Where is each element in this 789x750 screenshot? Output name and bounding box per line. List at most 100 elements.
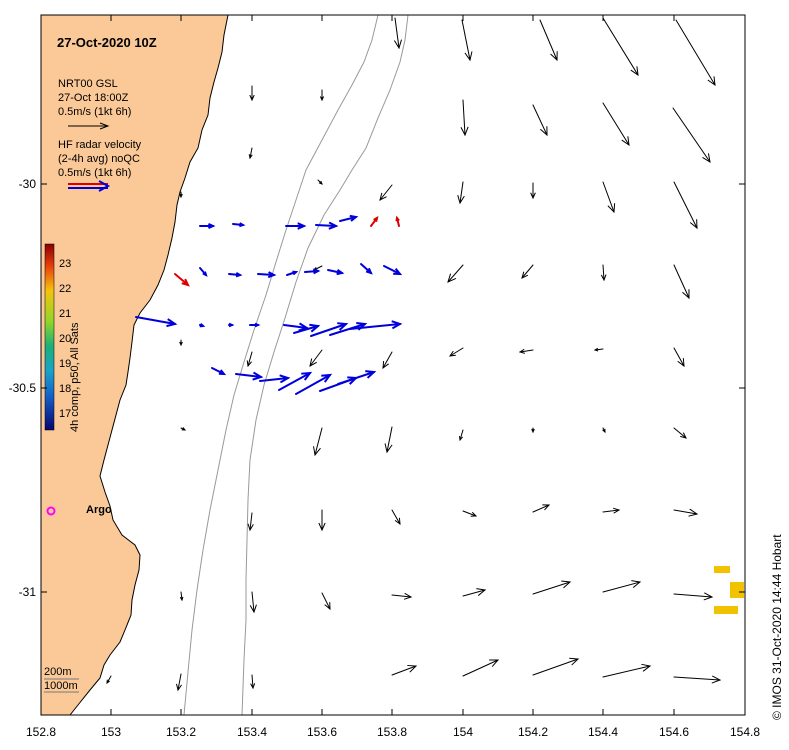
model-current-vector [539, 19, 558, 62]
model-current-vector [249, 591, 257, 614]
legend-model-line-1: NRT00 GSL [58, 78, 118, 90]
x-tick-label: 153.6 [307, 725, 337, 739]
model-current-vector [673, 675, 722, 684]
depth-legend-200m: 200m [44, 666, 72, 678]
x-tick-label: 152.8 [26, 725, 56, 739]
map-title: 27-Oct-2020 10Z [57, 35, 157, 50]
x-tick-label: 154 [453, 725, 473, 739]
radar-current-vector [249, 322, 261, 328]
model-current-vector [179, 191, 183, 199]
model-current-vector [532, 504, 551, 513]
radar-current-vector [304, 268, 321, 275]
sst-patch [714, 606, 738, 614]
radar-current-vector [295, 373, 333, 395]
legend-radar-line-3: 0.5m/s (1kt 6h) [58, 167, 132, 179]
radar-current-vector [135, 316, 178, 328]
model-current-vector [382, 351, 393, 370]
model-current-vector [602, 427, 606, 434]
depth-legend-1000m: 1000m [44, 680, 78, 692]
radar-current-vector [339, 214, 359, 222]
x-tick-label: 153 [101, 725, 121, 739]
x-tick-label: 153.2 [166, 725, 196, 739]
radar-current-vector [315, 221, 339, 230]
colorbar-tick: 17 [59, 408, 72, 420]
radar-current-vector [285, 222, 307, 230]
model-current-vector [180, 427, 187, 431]
legend-model-arrow [68, 122, 110, 130]
model-current-vector [309, 349, 323, 367]
y-tick-label: -30 [19, 177, 37, 191]
colorbar-tick: 23 [59, 258, 72, 270]
colorbar-tick: 22 [59, 283, 72, 295]
model-current-vector [531, 427, 535, 434]
radar-current-vector [337, 370, 377, 385]
model-current-vector [391, 509, 401, 526]
y-tick-label: -31 [19, 585, 37, 599]
model-current-vector [248, 147, 253, 160]
model-current-vector [462, 659, 500, 677]
radar-current-vector [199, 267, 208, 277]
argo-float-marker [46, 506, 56, 516]
x-tick-label: 154.4 [588, 725, 618, 739]
sst-patch [714, 566, 730, 573]
x-tick-label: 154.6 [659, 725, 689, 739]
model-current-vector [532, 580, 572, 595]
radar-current-vector [383, 265, 403, 276]
model-current-vector [379, 184, 393, 201]
y-tick-label: -30.5 [9, 381, 37, 395]
radar-flagged-vector [174, 273, 190, 287]
imos-credit: © IMOS 31-Oct-2020 14:44 Hobart [770, 534, 784, 720]
radar-current-vector [283, 322, 310, 332]
radar-current-vector [199, 223, 216, 229]
model-current-vector [250, 674, 256, 690]
radar-current-vector [310, 322, 349, 337]
model-current-vector [461, 19, 473, 62]
colorbar-tick: 21 [59, 308, 72, 320]
radar-current-vector [278, 371, 313, 391]
radar-current-vector [327, 268, 345, 276]
coastline-land [41, 15, 229, 715]
radar-current-vector [199, 323, 206, 328]
model-current-vector [179, 591, 184, 602]
radar-current-vector [349, 320, 403, 330]
model-current-vector [518, 348, 534, 354]
radar-current-vector [293, 323, 321, 334]
colorbar-label: 4h comp, p50, All Sats [69, 322, 81, 432]
model-current-vector [602, 181, 616, 214]
model-current-vector [384, 426, 393, 454]
model-current-vector [460, 99, 469, 137]
radar-current-vector [228, 322, 235, 328]
radar-current-vector [232, 222, 246, 228]
model-current-vector [673, 264, 690, 300]
model-current-vector [530, 182, 536, 200]
sst-patch [730, 582, 744, 598]
model-current-vector [600, 264, 607, 282]
model-current-vector [602, 507, 621, 514]
model-current-vector [602, 17, 639, 77]
model-current-vector [318, 509, 326, 532]
radar-current-vector [235, 371, 264, 381]
legend-radar-arrow [68, 180, 111, 192]
model-current-vector [448, 347, 464, 357]
radar-current-vector [228, 272, 243, 278]
model-current-vector [317, 179, 323, 185]
model-current-vector [176, 673, 182, 692]
model-current-vector [673, 347, 685, 368]
legend-radar-line-2: (2-4h avg) noQC [58, 153, 140, 165]
sst-colorbar [44, 243, 55, 431]
model-current-vector [672, 107, 711, 164]
radar-flagged-vector [395, 215, 400, 227]
model-current-vector [447, 264, 464, 283]
isobath-1000m [241, 15, 409, 715]
radar-current-vector [286, 270, 299, 276]
model-current-vector [179, 339, 183, 347]
model-current-vector [391, 592, 413, 600]
radar-current-vector [259, 374, 291, 384]
isobath-200m [183, 15, 379, 715]
model-current-vector [393, 17, 402, 50]
colorbar-tick: 18 [59, 383, 72, 395]
model-current-vector [247, 512, 254, 532]
model-current-vector [462, 588, 487, 597]
model-current-vector [521, 264, 534, 279]
